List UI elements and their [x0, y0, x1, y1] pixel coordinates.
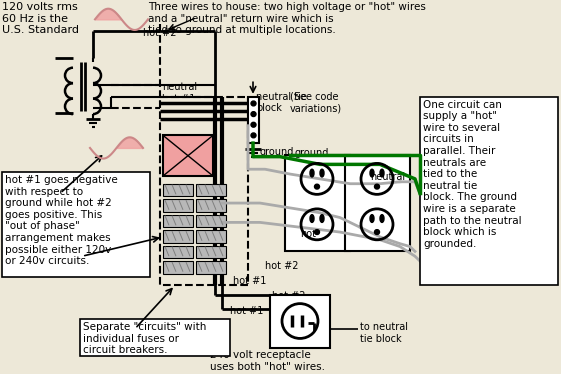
Text: hot #1 goes negative
with respect to
ground while hot #2
goes positive. This
"ou: hot #1 goes negative with respect to gro… [5, 175, 118, 266]
Text: hot: hot [300, 229, 316, 239]
Ellipse shape [380, 169, 384, 177]
Text: One circuit can
supply a "hot"
wire to several
circuits in
parallel. Their
neutr: One circuit can supply a "hot" wire to s… [423, 99, 522, 249]
Text: hot #1: hot #1 [233, 276, 266, 286]
Ellipse shape [315, 230, 320, 234]
Bar [163, 135, 213, 176]
Ellipse shape [375, 184, 379, 189]
Bar [163, 199, 193, 212]
Ellipse shape [315, 184, 320, 189]
Text: hot #2: hot #2 [143, 28, 177, 38]
Bar [285, 155, 350, 251]
Ellipse shape [370, 169, 374, 177]
Bar [163, 215, 193, 227]
Text: 240 volt receptacle
uses both "hot" wires.: 240 volt receptacle uses both "hot" wire… [210, 350, 325, 372]
Text: neutral: neutral [370, 172, 405, 182]
Bar [196, 199, 226, 212]
Text: neutral: neutral [162, 82, 197, 92]
Bar [196, 184, 226, 196]
Bar [163, 261, 193, 274]
Circle shape [251, 133, 256, 138]
Bar [270, 295, 330, 348]
Text: neutral tie
block: neutral tie block [256, 92, 307, 113]
Text: ground: ground [295, 148, 329, 158]
Text: ground: ground [260, 147, 295, 157]
Ellipse shape [310, 169, 314, 177]
Bar [420, 97, 558, 285]
Bar [196, 215, 226, 227]
Ellipse shape [370, 215, 374, 223]
Text: Main
Breaker: Main Breaker [164, 138, 213, 160]
Text: to neutral
tie block: to neutral tie block [360, 322, 408, 344]
Bar [163, 230, 193, 243]
Ellipse shape [375, 230, 379, 234]
Ellipse shape [320, 215, 324, 223]
Bar [163, 246, 193, 258]
Bar [163, 184, 193, 196]
Text: Three wires to house: two high voltage or "hot" wires
and a "neutral" return wir: Three wires to house: two high voltage o… [148, 2, 426, 35]
Text: (See code
variations): (See code variations) [290, 92, 342, 113]
Bar [196, 246, 226, 258]
Text: 120 volts rms
60 Hz is the
U.S. Standard: 120 volts rms 60 Hz is the U.S. Standard [2, 2, 79, 35]
Bar [196, 230, 226, 243]
Ellipse shape [380, 215, 384, 223]
Circle shape [251, 101, 256, 106]
Bar [80, 319, 230, 356]
Bar [345, 155, 410, 251]
Bar [196, 261, 226, 274]
Text: hot #1: hot #1 [230, 306, 263, 316]
Ellipse shape [310, 215, 314, 223]
Circle shape [251, 112, 256, 117]
Bar [160, 97, 248, 285]
Text: hot #2: hot #2 [272, 291, 306, 301]
Text: Separate "circuits" with
individual fuses or
circuit breakers.: Separate "circuits" with individual fuse… [83, 322, 206, 355]
Circle shape [251, 122, 256, 127]
Text: hot #2: hot #2 [265, 261, 298, 271]
Ellipse shape [320, 169, 324, 177]
Bar [248, 97, 259, 143]
Bar [2, 172, 150, 276]
Text: hot #1: hot #1 [162, 94, 195, 104]
